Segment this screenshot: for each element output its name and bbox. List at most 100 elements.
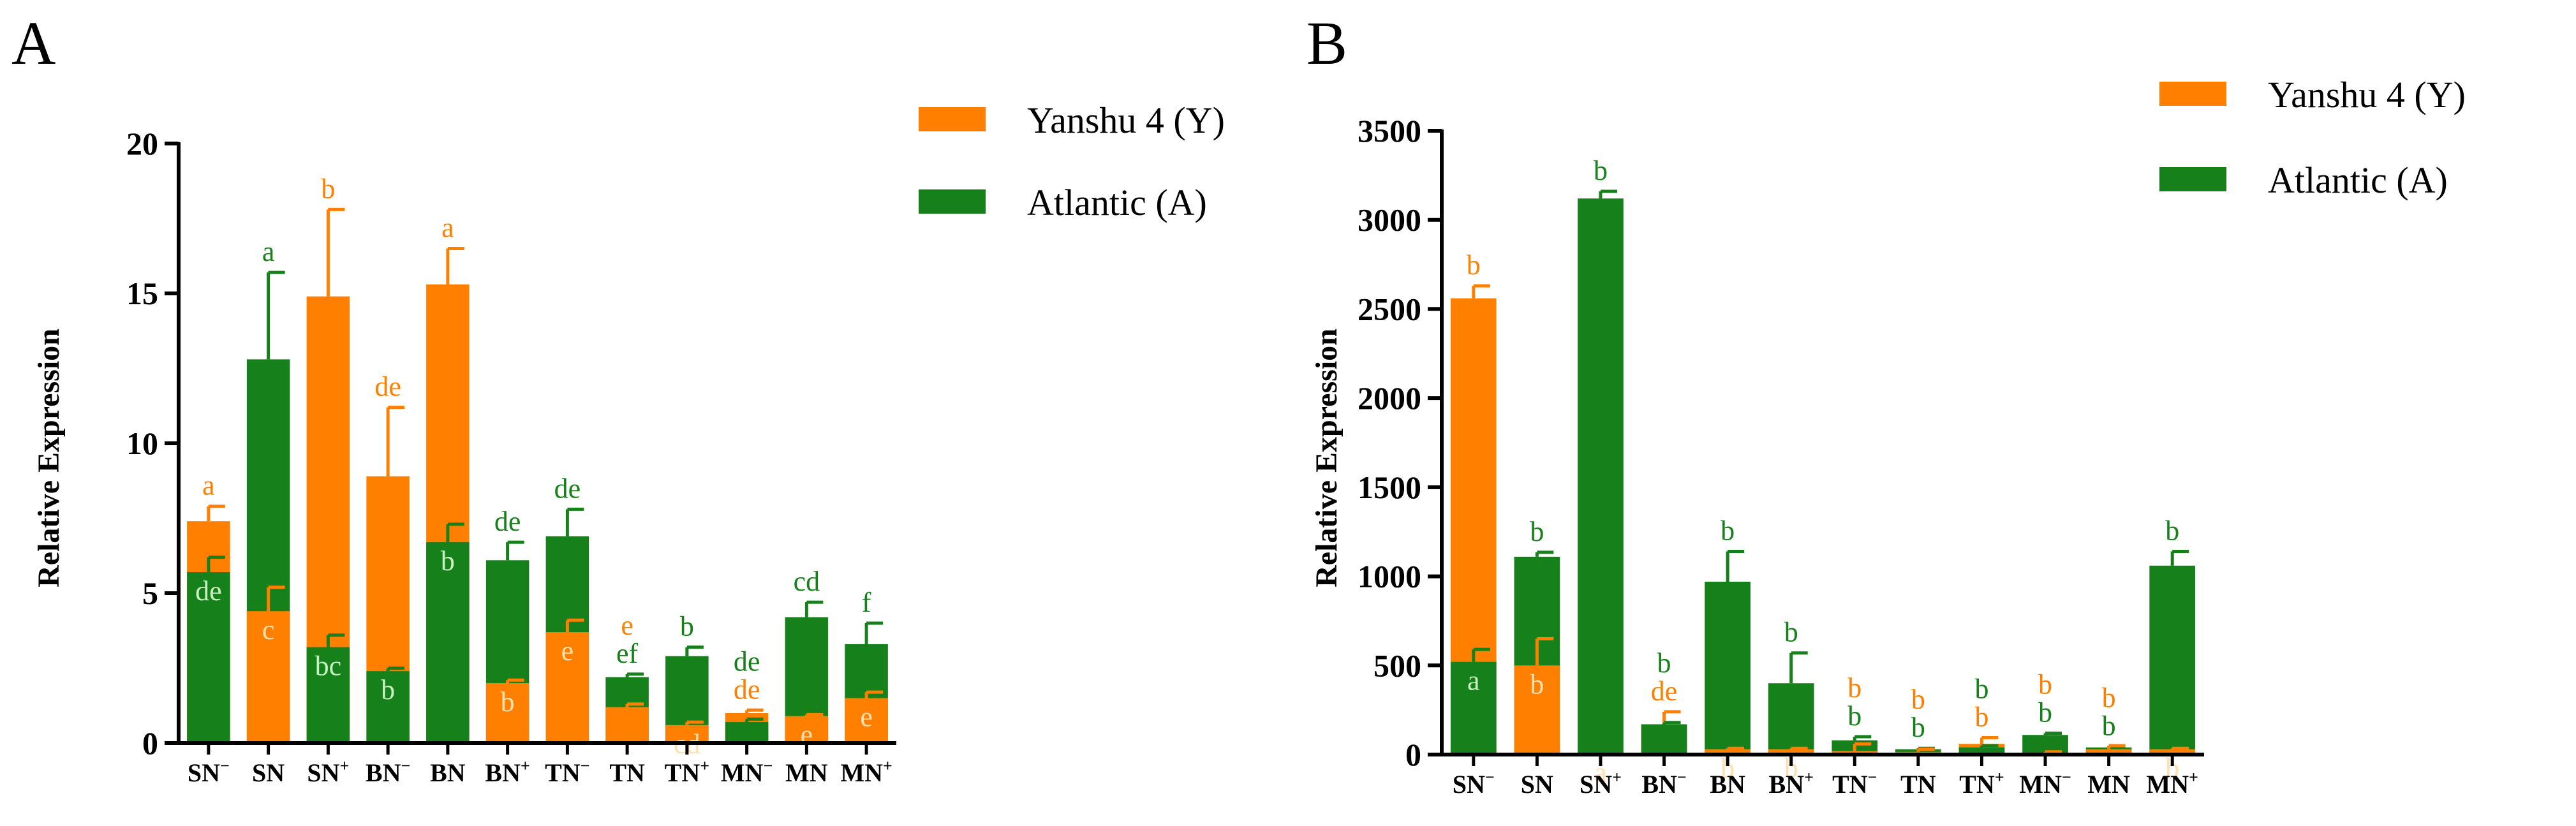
x-tick-label: TN− bbox=[545, 756, 589, 787]
bar-yanshu bbox=[2085, 749, 2132, 755]
x-tick-label: TN bbox=[1900, 770, 1936, 799]
significance-letter: b bbox=[1721, 515, 1735, 546]
significance-letter: cd bbox=[794, 566, 820, 597]
panel-a: A Relative Expression Yanshu 4 (Y) Atlan… bbox=[11, 9, 1225, 787]
bar-yanshu bbox=[1768, 749, 1814, 755]
significance-letter: b bbox=[441, 545, 455, 577]
significance-letter: b bbox=[1974, 701, 1988, 732]
x-tick-label: MN+ bbox=[840, 756, 892, 787]
x-tick-label: MN bbox=[785, 758, 828, 787]
legend-label-atlantic: Atlantic (A) bbox=[2268, 159, 2448, 201]
significance-letter: b bbox=[1530, 668, 1544, 700]
x-tick-label: BN− bbox=[366, 756, 410, 787]
significance-letter: b bbox=[1974, 673, 1988, 704]
panel-a-letter: A bbox=[11, 9, 56, 77]
y-tick-label: 0 bbox=[142, 725, 158, 761]
legend-label-atlantic: Atlantic (A) bbox=[1027, 182, 1207, 223]
significance-letter: e bbox=[860, 702, 873, 733]
significance-letter: b bbox=[1530, 516, 1544, 547]
x-tick-label: SN− bbox=[188, 756, 230, 787]
x-tick-label: SN+ bbox=[1580, 768, 1622, 799]
bar-atlantic bbox=[2149, 565, 2196, 755]
y-tick-label: 500 bbox=[1373, 647, 1421, 683]
y-tick-label: 0 bbox=[1405, 737, 1421, 772]
legend-label-yanshu: Yanshu 4 (Y) bbox=[1027, 100, 1225, 141]
significance-letter: b bbox=[1594, 155, 1608, 186]
panel-b-y-axis-title: Relative Expression bbox=[1310, 328, 1344, 587]
y-tick-label: 15 bbox=[126, 276, 158, 311]
significance-letter: f bbox=[862, 587, 871, 618]
significance-letter: b bbox=[2102, 710, 2116, 741]
legend-label-yanshu: Yanshu 4 (Y) bbox=[2268, 74, 2466, 115]
significance-letter: a bbox=[441, 212, 454, 244]
significance-letter: b bbox=[2038, 668, 2052, 700]
significance-letter: b bbox=[2038, 697, 2052, 728]
significance-letter: b bbox=[2165, 515, 2179, 546]
bar-atlantic bbox=[1450, 661, 1497, 755]
x-tick-label: TN− bbox=[1832, 768, 1877, 799]
bar-yanshu bbox=[1705, 749, 1751, 755]
x-tick-label: BN bbox=[430, 758, 466, 787]
panel-a-y-axis-title: Relative Expression bbox=[32, 328, 66, 587]
bar-atlantic bbox=[1958, 747, 2005, 755]
bar-atlantic bbox=[725, 722, 769, 743]
legend-swatch-atlantic bbox=[2159, 167, 2226, 191]
significance-letter: b bbox=[381, 674, 395, 705]
panel-b: B Relative Expression Yanshu 4 (Y) Atlan… bbox=[1307, 9, 2466, 799]
significance-letter: a bbox=[262, 236, 275, 267]
panel-b-letter: B bbox=[1307, 9, 1347, 77]
panel-b-legend: Yanshu 4 (Y) Atlantic (A) bbox=[2159, 74, 2466, 201]
y-tick-label: 2500 bbox=[1358, 291, 1421, 327]
bar-atlantic bbox=[366, 671, 410, 743]
significance-letter: b bbox=[1911, 684, 1925, 715]
significance-letter: de bbox=[734, 645, 760, 677]
significance-letter: b bbox=[680, 611, 694, 642]
x-tick-label: TN bbox=[609, 758, 645, 787]
x-tick-label: BN+ bbox=[485, 756, 529, 787]
bar-atlantic bbox=[1705, 581, 1751, 755]
bar-atlantic bbox=[1578, 198, 1624, 755]
significance-letter: de bbox=[374, 371, 401, 402]
significance-letter: b bbox=[1657, 647, 1671, 679]
x-tick-label: SN+ bbox=[307, 756, 349, 787]
significance-letter: ef bbox=[616, 638, 639, 669]
legend-swatch-atlantic bbox=[919, 189, 986, 214]
x-tick-label: TN+ bbox=[665, 756, 709, 787]
bar-atlantic bbox=[187, 572, 230, 743]
y-tick-label: 1000 bbox=[1358, 559, 1421, 594]
significance-letter: e bbox=[621, 610, 633, 641]
significance-letter: b bbox=[321, 173, 335, 204]
x-tick-label: MN+ bbox=[2146, 768, 2198, 799]
bar-yanshu bbox=[845, 698, 888, 743]
significance-letter: b bbox=[1911, 712, 1925, 743]
significance-letter: b bbox=[1721, 753, 1735, 784]
significance-letter: e bbox=[561, 635, 574, 667]
significance-letter: b bbox=[1784, 753, 1798, 784]
x-tick-label: BN bbox=[1710, 770, 1745, 799]
significance-letter: a bbox=[1467, 665, 1480, 697]
legend-swatch-yanshu bbox=[2159, 82, 2226, 106]
y-tick-label: 20 bbox=[126, 126, 158, 161]
x-tick-label: BN− bbox=[1641, 768, 1686, 799]
bar-atlantic bbox=[306, 647, 350, 743]
y-tick-label: 5 bbox=[142, 575, 158, 611]
bar-atlantic bbox=[1768, 683, 1814, 755]
x-tick-label: SN− bbox=[1453, 768, 1495, 799]
y-tick-label: 10 bbox=[126, 425, 158, 461]
x-tick-label: TN+ bbox=[1959, 768, 2004, 799]
y-tick-label: 1500 bbox=[1358, 469, 1421, 505]
significance-letter: c bbox=[262, 614, 275, 645]
bar-atlantic bbox=[1641, 724, 1687, 755]
significance-letter: b bbox=[1847, 672, 1862, 704]
legend-swatch-yanshu bbox=[919, 107, 986, 131]
y-tick-label: 2000 bbox=[1358, 380, 1421, 416]
significance-letter: b bbox=[2102, 682, 2116, 713]
bar-yanshu bbox=[605, 707, 649, 743]
significance-letter: de bbox=[1651, 675, 1678, 707]
y-tick-label: 3000 bbox=[1358, 202, 1421, 238]
panel-a-legend: Yanshu 4 (Y) Atlantic (A) bbox=[919, 100, 1225, 223]
bar-yanshu bbox=[1514, 665, 1560, 755]
x-tick-label: MN− bbox=[2019, 768, 2071, 799]
significance-letter: de bbox=[494, 506, 521, 537]
